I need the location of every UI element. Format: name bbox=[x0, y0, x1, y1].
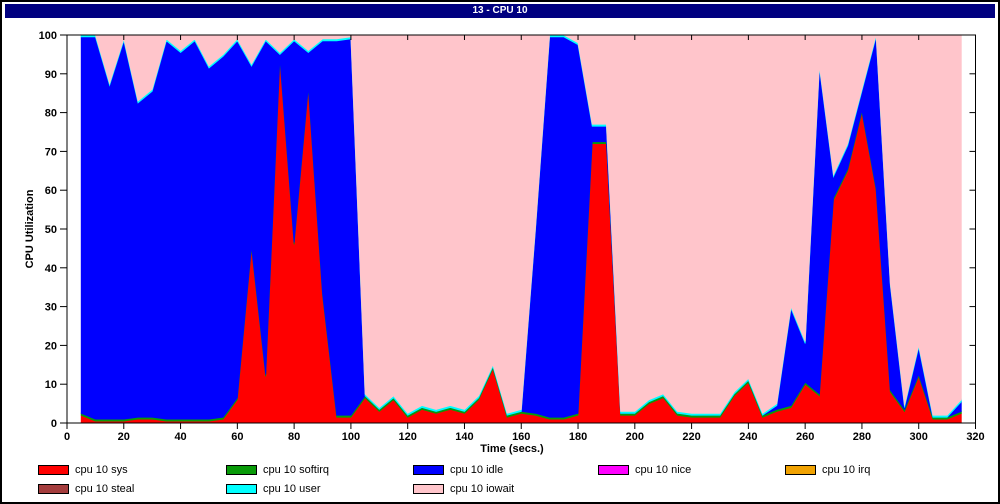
y-tick-label: 70 bbox=[45, 146, 57, 158]
x-tick-label: 80 bbox=[288, 431, 300, 443]
title-bar: 13 - CPU 10 bbox=[5, 4, 995, 18]
legend-item-cpu10-user: cpu 10 user bbox=[226, 483, 320, 495]
legend-item-cpu10-sys: cpu 10 sys bbox=[38, 464, 128, 476]
x-tick-label: 280 bbox=[853, 431, 871, 443]
y-tick-label: 10 bbox=[45, 379, 57, 391]
x-axis-title: Time (secs.) bbox=[480, 443, 544, 455]
y-tick-label: 80 bbox=[45, 108, 57, 120]
y-axis-title: CPU Utilization bbox=[24, 189, 36, 268]
user-color-swatch bbox=[226, 484, 257, 494]
axes: 0 20 40 60 80 100 120 140 160 180 200 220 240 260 280 3… bbox=[39, 30, 985, 443]
softirq-color-swatch bbox=[226, 465, 257, 475]
y-tick-label: 100 bbox=[39, 30, 57, 42]
legend-label: cpu 10 steal bbox=[75, 483, 135, 495]
stacked-area-series bbox=[67, 35, 976, 423]
x-tick-label: 200 bbox=[626, 431, 644, 443]
y-tick-label: 20 bbox=[45, 340, 57, 352]
y-tick-label: 40 bbox=[45, 263, 57, 275]
legend-label: cpu 10 softirq bbox=[263, 464, 330, 476]
x-tick-label: 100 bbox=[342, 431, 360, 443]
sys-color-swatch bbox=[38, 465, 69, 475]
legend-item-cpu10-steal: cpu 10 steal bbox=[38, 483, 134, 495]
x-tick-label: 140 bbox=[455, 431, 473, 443]
x-tick-label: 60 bbox=[231, 431, 243, 443]
legend-label: cpu 10 iowait bbox=[450, 483, 515, 495]
legend-label: cpu 10 idle bbox=[450, 464, 504, 476]
legend-item-cpu10-softirq: cpu 10 softirq bbox=[226, 464, 329, 476]
x-tick-label: 300 bbox=[910, 431, 928, 443]
iowait-color-swatch bbox=[413, 484, 444, 494]
x-tick-label: 180 bbox=[569, 431, 587, 443]
legend-item-cpu10-iowait: cpu 10 iowait bbox=[413, 483, 514, 495]
area-cpu-10-iowait bbox=[81, 35, 962, 416]
x-tick-label: 160 bbox=[512, 431, 530, 443]
y-tick-label: 90 bbox=[45, 69, 57, 81]
legend-item-cpu10-nice: cpu 10 nice bbox=[598, 464, 691, 476]
legend-label: cpu 10 nice bbox=[635, 464, 692, 476]
legend-item-cpu10-irq: cpu 10 irq bbox=[785, 464, 870, 476]
x-tick-label: 20 bbox=[118, 431, 130, 443]
x-tick-label: 260 bbox=[796, 431, 814, 443]
legend-label: cpu 10 irq bbox=[822, 464, 871, 476]
y-tick-label: 60 bbox=[45, 185, 57, 197]
irq-color-swatch bbox=[785, 465, 816, 475]
x-tick-label: 320 bbox=[966, 431, 984, 443]
x-tick-label: 240 bbox=[739, 431, 757, 443]
y-tick-label: 0 bbox=[51, 418, 57, 430]
idle-color-swatch bbox=[413, 465, 444, 475]
legend-item-cpu10-idle: cpu 10 idle bbox=[413, 464, 503, 476]
y-tick-label: 50 bbox=[45, 224, 57, 236]
nice-color-swatch bbox=[598, 465, 629, 475]
legend-label: cpu 10 user bbox=[263, 483, 321, 495]
window-title: 13 - CPU 10 bbox=[472, 5, 528, 16]
x-tick-label: 40 bbox=[174, 431, 186, 443]
legend-label: cpu 10 sys bbox=[75, 464, 128, 476]
x-tick-label: 120 bbox=[399, 431, 417, 443]
steal-color-swatch bbox=[38, 484, 69, 494]
x-tick-label: 220 bbox=[682, 431, 700, 443]
y-tick-label: 30 bbox=[45, 302, 57, 314]
x-tick-label: 0 bbox=[64, 431, 70, 443]
